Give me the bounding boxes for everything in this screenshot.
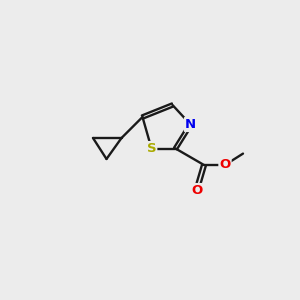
Text: S: S (147, 142, 156, 155)
Text: O: O (219, 158, 231, 172)
Text: O: O (191, 184, 202, 197)
Text: N: N (185, 118, 196, 131)
